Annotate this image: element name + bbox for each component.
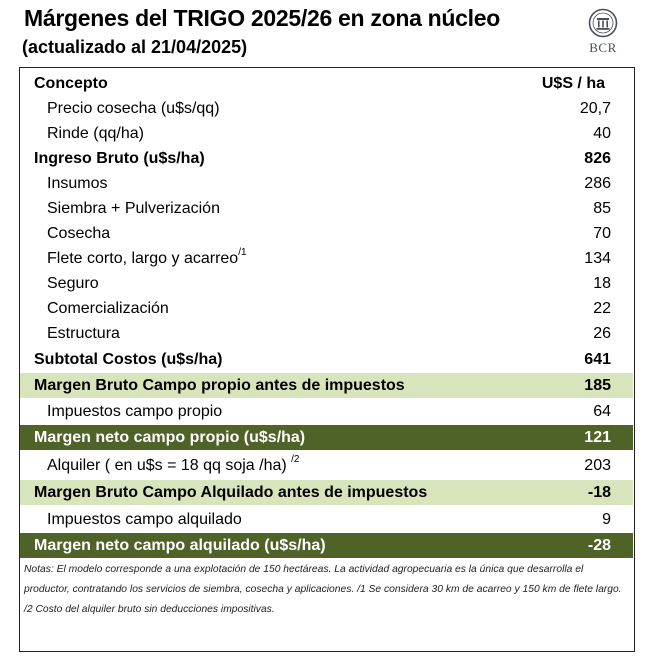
row-value: 26	[593, 325, 611, 342]
row-label: Siembra + Pulverización	[47, 200, 220, 217]
bcr-logo-text: BCR	[589, 40, 617, 55]
margins-table: Concepto U$S / ha Precio cosecha (u$s/qq…	[19, 67, 635, 652]
table-row-highlight: Margen neto campo alquilado (u$s/ha) -28	[20, 533, 633, 558]
table-row: Estructura 26	[20, 321, 633, 346]
row-value: 121	[584, 429, 611, 446]
row-value: 134	[584, 250, 611, 267]
row-label: Flete corto, largo y acarreo/1	[47, 246, 247, 271]
row-label: Margen Bruto Campo propio antes de impue…	[34, 377, 405, 394]
table-row: Siembra + Pulverización 85	[20, 196, 633, 221]
row-label-text: Alquiler ( en u$s = 18 qq soja /ha)	[47, 457, 292, 474]
row-label: Insumos	[47, 175, 108, 192]
table-row: Insumos 286	[20, 171, 633, 196]
table-row: Rinde (qq/ha) 40	[20, 121, 633, 146]
row-value: -28	[587, 537, 611, 554]
table-row-highlight: Margen neto campo propio (u$s/ha) 121	[20, 425, 633, 450]
table-header-row: Concepto U$S / ha	[20, 71, 633, 96]
row-label: Ingreso Bruto (u$s/ha)	[34, 150, 205, 167]
row-label: Margen neto campo alquilado (u$s/ha)	[34, 537, 326, 554]
table-row: Subtotal Costos (u$s/ha) 641	[20, 347, 633, 372]
table-row: Alquiler ( en u$s = 18 qq soja /ha) /2 2…	[20, 453, 633, 478]
row-value: 85	[593, 200, 611, 217]
row-value: 20,7	[579, 100, 611, 117]
row-label: Comercialización	[47, 300, 169, 317]
row-label: Precio cosecha (u$s/qq)	[47, 100, 220, 117]
row-value: 9	[602, 511, 611, 528]
table-row: Cosecha 70	[20, 221, 633, 246]
page-title: Márgenes del TRIGO 2025/26 en zona núcle…	[24, 5, 500, 31]
row-label: Impuestos campo propio	[47, 403, 223, 420]
row-label: Subtotal Costos (u$s/ha)	[34, 351, 223, 368]
col-concept-header: Concepto	[34, 75, 108, 92]
table-row: Impuestos campo alquilado 9	[20, 507, 633, 532]
row-label: Estructura	[47, 325, 120, 342]
bcr-logo: BCR	[583, 8, 623, 60]
table-row-highlight: Margen Bruto Campo propio antes de impue…	[20, 373, 633, 398]
table-row: Comercialización 22	[20, 296, 633, 321]
row-label: Cosecha	[47, 225, 111, 242]
page-subtitle: (actualizado al 21/04/2025)	[22, 37, 248, 57]
row-value: 203	[584, 457, 611, 474]
table-row-highlight: Margen Bruto Campo Alquilado antes de im…	[20, 480, 633, 505]
bcr-emblem-icon	[588, 8, 618, 38]
table-row: Flete corto, largo y acarreo/1 134	[20, 246, 633, 271]
row-label: Rinde (qq/ha)	[47, 125, 144, 142]
row-label: Alquiler ( en u$s = 18 qq soja /ha) /2	[47, 453, 300, 478]
row-value: 286	[584, 175, 611, 192]
row-value: 185	[584, 377, 611, 394]
table-row: Impuestos campo propio 64	[20, 399, 633, 424]
row-value: 826	[584, 150, 611, 167]
row-label: Impuestos campo alquilado	[47, 511, 242, 528]
row-value: 70	[593, 225, 611, 242]
row-label: Margen neto campo propio (u$s/ha)	[34, 429, 306, 446]
footnotes: Notas: El modelo corresponde a una explo…	[24, 564, 622, 615]
row-value: 40	[593, 125, 611, 142]
table-row: Precio cosecha (u$s/qq) 20,7	[20, 96, 633, 121]
table-row: Seguro 18	[20, 271, 633, 296]
row-label-text: Flete corto, largo y acarreo	[47, 250, 239, 267]
row-label: Margen Bruto Campo Alquilado antes de im…	[34, 484, 428, 501]
row-value: 18	[593, 275, 611, 292]
row-label: Seguro	[47, 275, 99, 292]
footnote-mark: /1	[238, 246, 247, 258]
row-value: 64	[593, 403, 611, 420]
row-value: 22	[593, 300, 611, 317]
row-value: 641	[584, 351, 611, 368]
table-row: Ingreso Bruto (u$s/ha) 826	[20, 146, 633, 171]
footnote-mark: /2	[291, 453, 300, 465]
col-unit-header: U$S / ha	[541, 75, 605, 92]
row-value: -18	[587, 484, 611, 501]
